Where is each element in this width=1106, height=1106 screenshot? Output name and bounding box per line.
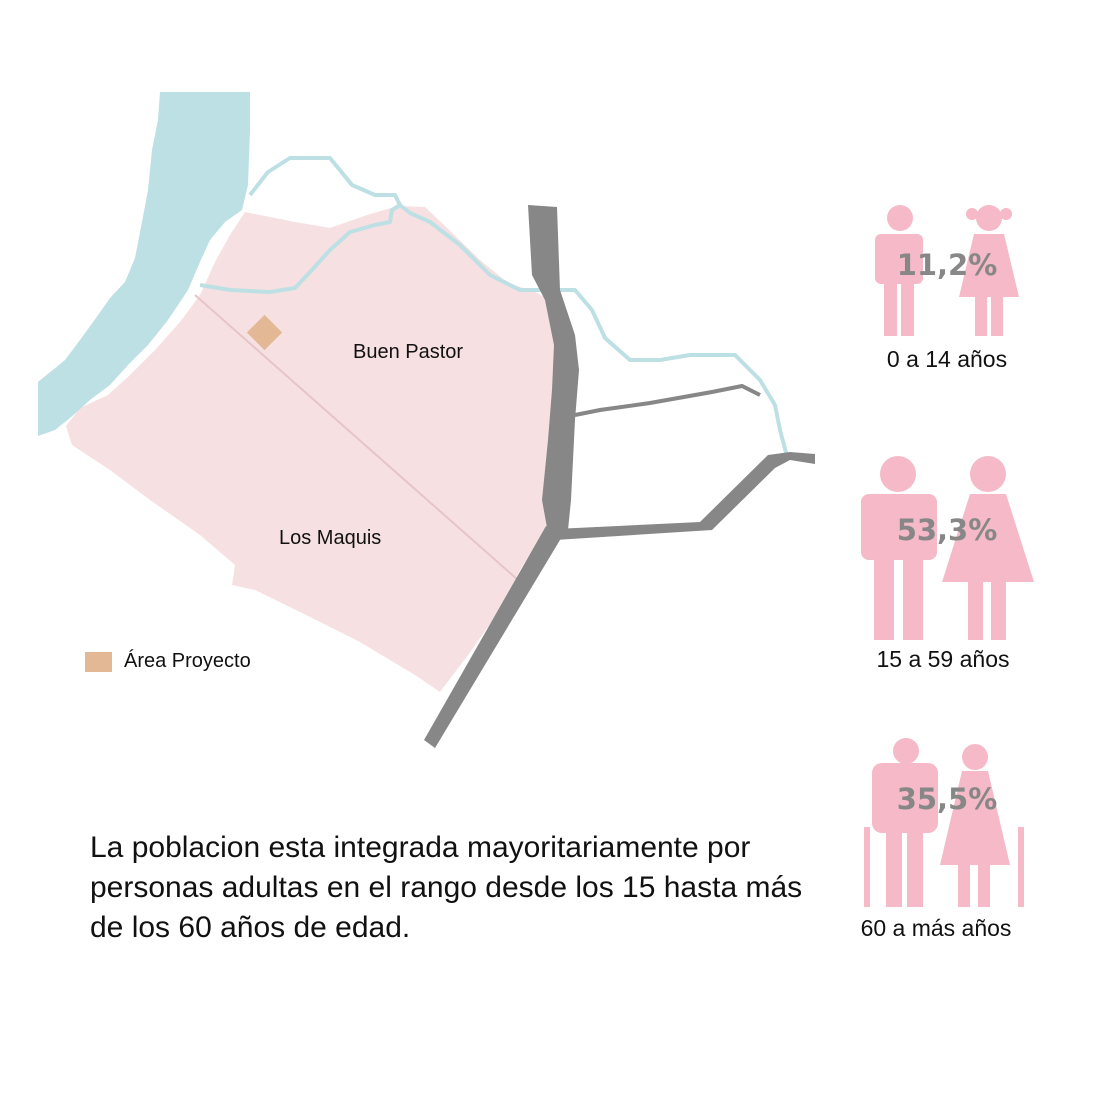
stream <box>199 156 790 461</box>
legend-swatch <box>85 652 112 672</box>
child-pair-icon <box>875 205 1019 336</box>
main-road <box>528 205 579 533</box>
adult-pair-icon <box>861 456 1034 640</box>
age-label-60-plus: 60 a más años <box>860 915 1012 941</box>
district-boundary <box>194 294 519 581</box>
road-east <box>555 452 815 540</box>
place-label-buen-pastor: Buen Pastor <box>353 341 464 363</box>
elderly-pair-icon <box>864 738 1024 907</box>
project-area-marker <box>246 314 283 351</box>
caption-text: La poblacion esta integrada mayoritariam… <box>90 831 803 944</box>
district-area <box>66 206 558 692</box>
age-label-15-59: 15 a 59 años <box>876 646 1010 672</box>
road-diagonal <box>424 526 563 748</box>
percent-15-59: 53,3% <box>896 513 998 547</box>
age-label-0-14: 0 a 14 años <box>886 346 1008 372</box>
percent-60-plus: 35,5% <box>896 782 998 816</box>
percent-0-14: 11,2% <box>896 248 998 282</box>
river-water <box>38 92 250 436</box>
road-secondary <box>574 383 761 417</box>
place-label-los-maquis: Los Maquis <box>279 527 382 549</box>
legend-label: Área Proyecto <box>124 650 251 672</box>
